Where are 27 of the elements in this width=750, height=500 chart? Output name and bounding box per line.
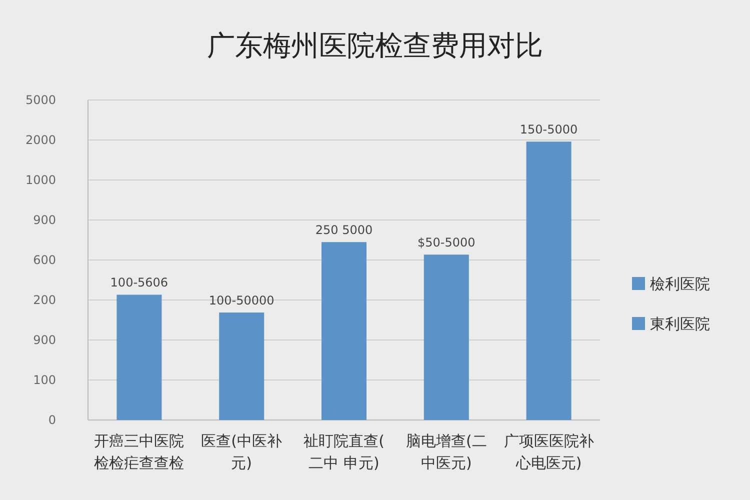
bar [219,312,264,420]
text: 900 [33,213,56,227]
annotation: $50-5000 [418,236,476,250]
text: 900 [33,333,56,347]
text: 100 [33,373,56,387]
bar [424,254,469,420]
x-tick-label: 广项医医院补心电医元) [504,432,594,472]
annotation: 150-5000 [520,122,578,137]
annotation: 100-50000 [208,294,274,308]
text: 0 [48,413,56,427]
x-tick-label: 祉盯院直查(二中 申元) [304,432,384,472]
bar [526,142,572,420]
annotation: 100-5606 [110,276,168,290]
annotation: 250 5000 [315,223,373,238]
x-tick-label: 脑电增查(二中医元) [406,432,487,472]
text: 5000 [25,93,56,107]
x-tick-label: 医查(中医补元) [201,432,282,472]
bar [116,294,162,420]
legend-label: 檢利医院 [650,275,710,293]
bar [322,242,366,420]
chart-title: 广东梅州医院检查费用对比 [207,29,543,62]
text: 600 [33,253,56,267]
text: 1000 [25,173,56,187]
legend-label: 東利医院 [650,315,710,333]
text: 200 [33,293,56,307]
text: 2000 [25,133,56,147]
x-tick-label: 开癌三中医院检检疟查查检 [94,432,184,472]
